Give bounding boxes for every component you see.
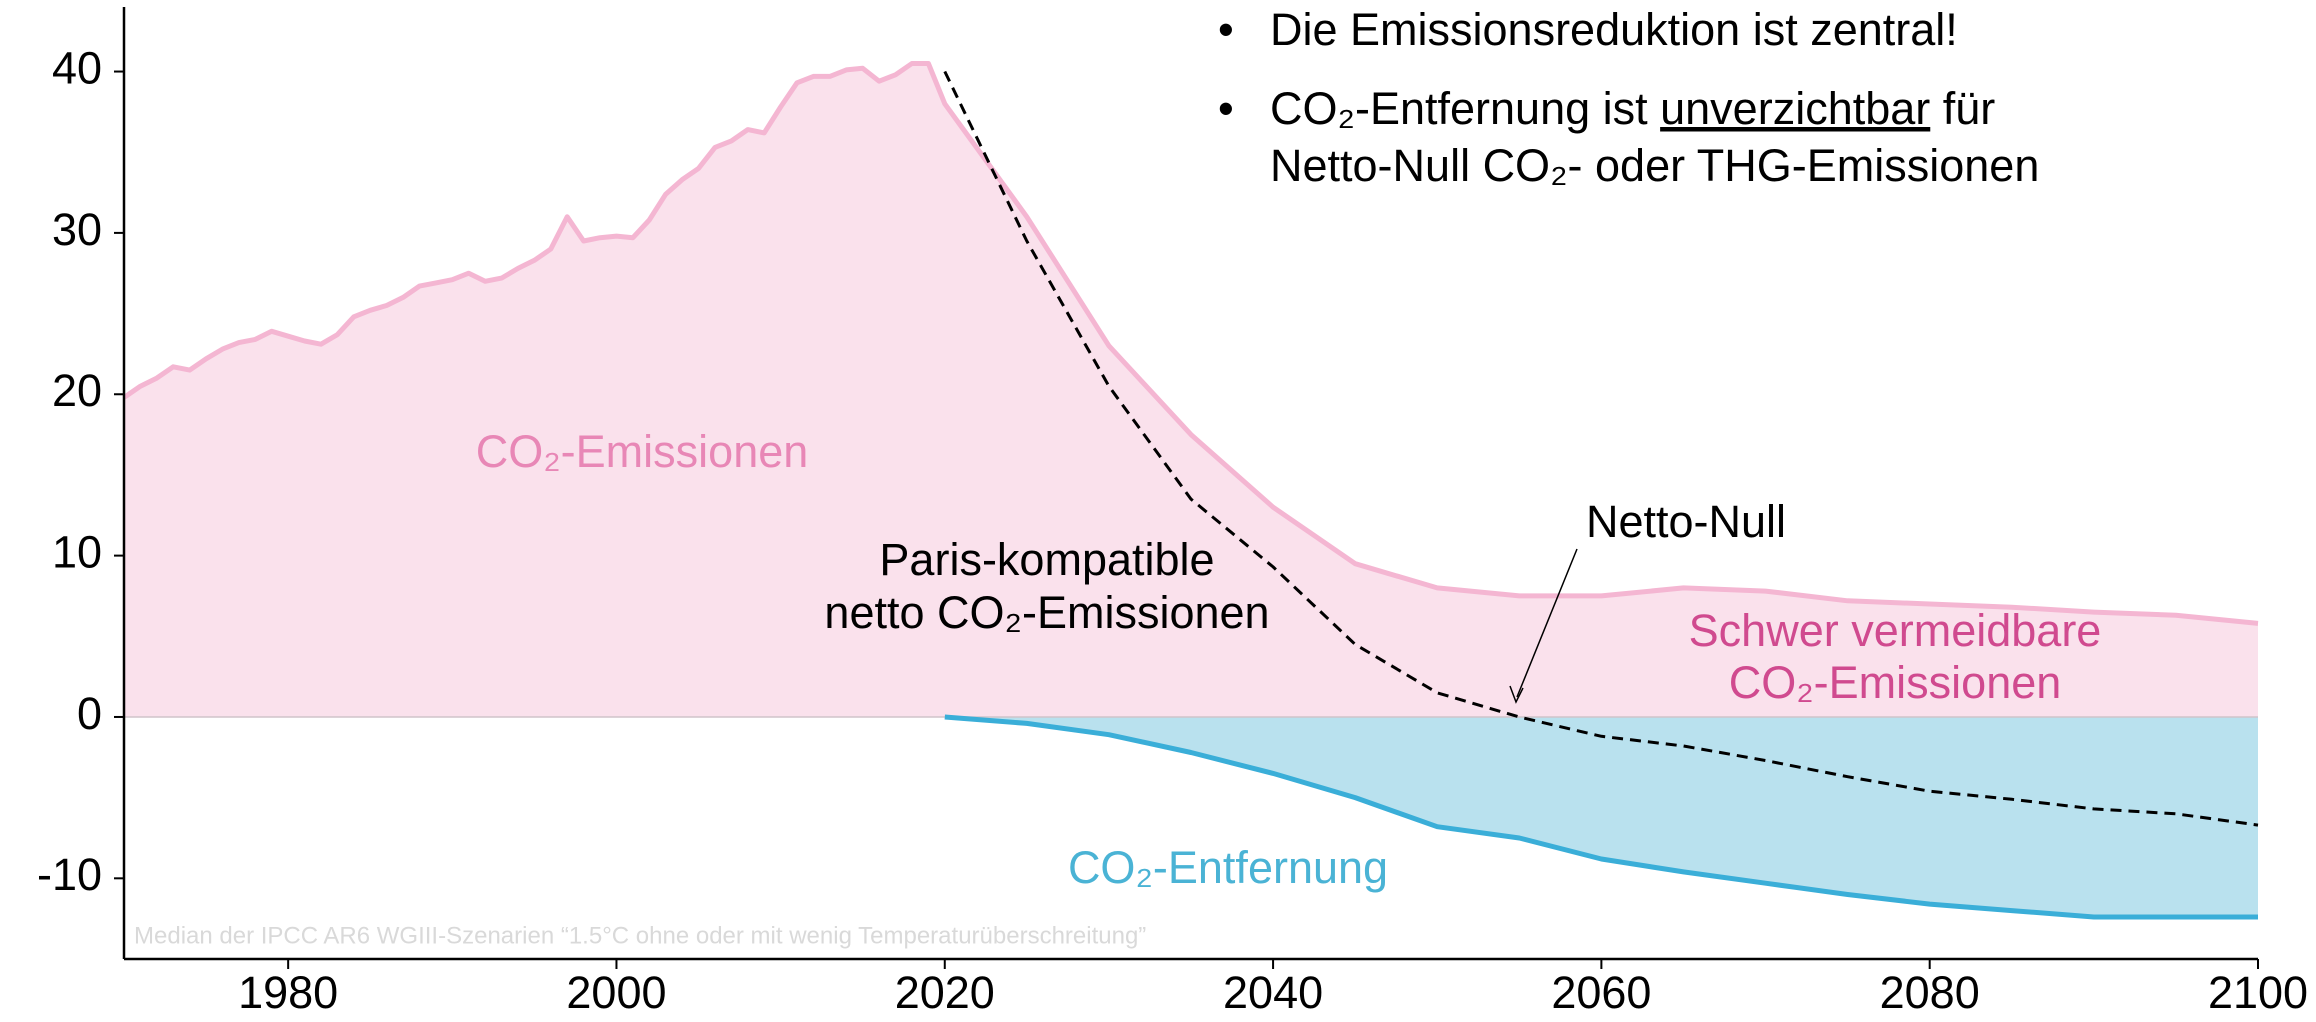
x-tick-label: 2060 — [1551, 967, 1651, 1018]
bullet-text: CO₂-Entfernung ist unverzichtbar für — [1270, 83, 1995, 134]
x-tick-label: 2080 — [1880, 967, 1980, 1018]
bullet-part: CO₂-Entfernung ist — [1270, 83, 1660, 134]
bullet-text: Die Emissionsreduktion ist zentral! — [1270, 4, 1958, 55]
y-tick-label: 40 — [52, 42, 102, 93]
bullet-part: unverzichtbar — [1660, 83, 1930, 134]
y-tick-label: 30 — [52, 204, 102, 255]
bullet-part: für — [1930, 83, 1995, 134]
removal-label: CO₂-Entfernung — [1068, 842, 1388, 893]
residual-label: Schwer vermeidbare — [1689, 605, 2102, 656]
series-line — [122, 61, 2259, 626]
x-tick-label: 2040 — [1223, 967, 1323, 1018]
arrow-head — [1509, 685, 1524, 704]
y-tick-label: 0 — [77, 688, 102, 739]
paris-label: Paris-kompatible — [879, 534, 1214, 585]
y-tick-label: 20 — [52, 365, 102, 416]
x-tick-label: 1980 — [238, 967, 338, 1018]
residual-label: CO₂-Emissionen — [1729, 657, 2062, 708]
area — [124, 63, 2258, 717]
x-tick-label: 2000 — [566, 967, 666, 1018]
series-line — [943, 70, 2259, 827]
emissions-label: CO₂-Emissionen — [476, 426, 809, 477]
bullet-dot: • — [1218, 83, 1234, 134]
x-tick-label: 2020 — [895, 967, 995, 1018]
net-zero-label: Netto-Null — [1586, 496, 1786, 547]
bullet-dot: • — [1218, 4, 1234, 55]
source-note: Median der IPCC AR6 WGIII-Szenarien “1.5… — [134, 922, 1146, 949]
x-tick-label: 2100 — [2208, 967, 2308, 1018]
plot-area: -10 0 10 20 30 40 1980 2000 2020 2040 2060 2080 2100 — [37, 7, 2308, 1018]
area — [944, 716, 2258, 917]
y-tick-label: 10 — [52, 527, 102, 578]
y-tick-label: -10 — [37, 849, 102, 900]
paris-label: netto CO₂-Emissionen — [824, 587, 1269, 638]
series-line — [944, 714, 2258, 920]
bullet-text: Netto-Null CO₂- oder THG-Emissionen — [1270, 140, 2039, 191]
arrow — [1516, 548, 1578, 698]
